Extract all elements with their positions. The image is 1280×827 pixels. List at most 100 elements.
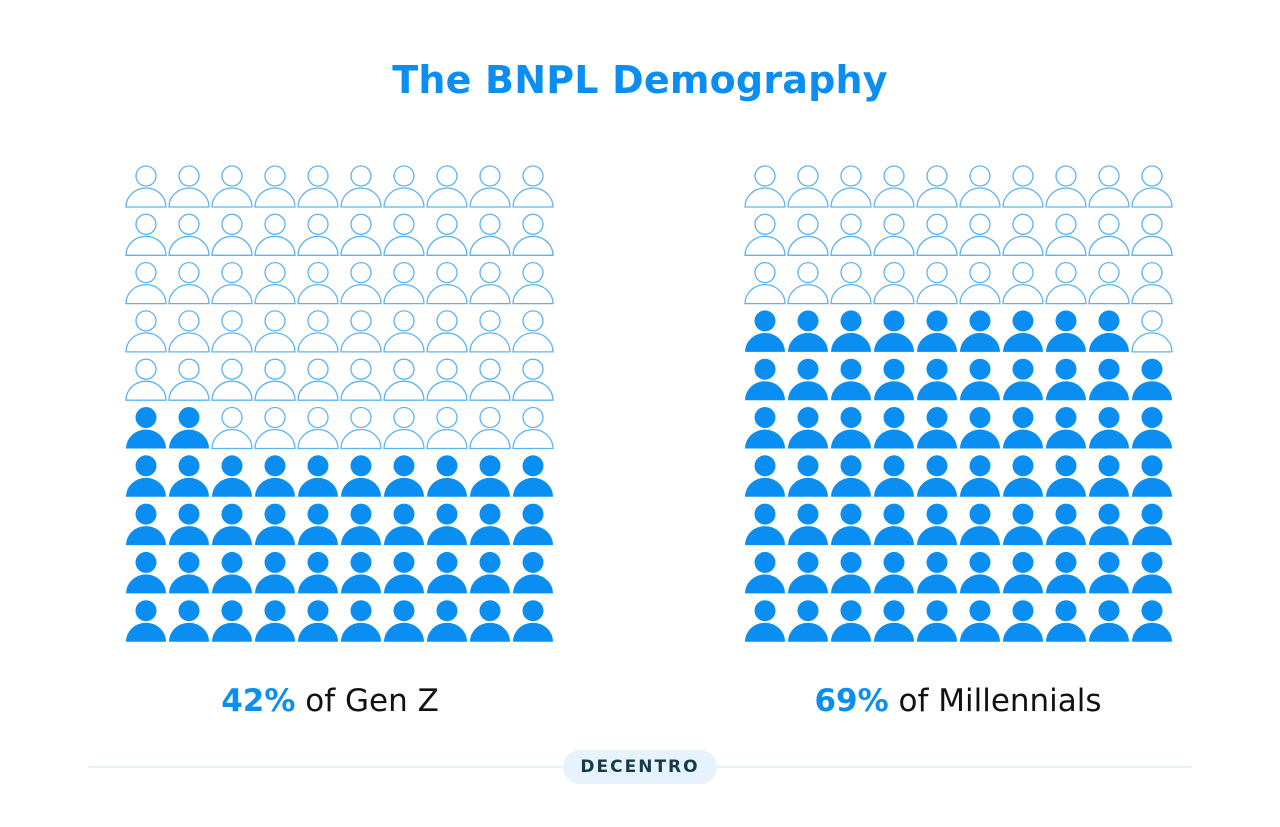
person-icon-filled	[298, 551, 338, 594]
person-icon-outline	[168, 261, 210, 305]
person-icon-outline	[211, 261, 253, 305]
person-icon-filled	[874, 455, 914, 497]
person-icon-outline	[168, 310, 210, 353]
person-icon-filled	[1089, 551, 1129, 594]
millennials-percent: 69%	[814, 683, 889, 719]
person-icon-filled	[513, 551, 553, 594]
person-icon-filled	[1046, 358, 1086, 401]
person-icon-outline	[959, 261, 1001, 305]
person-icon-filled	[917, 407, 957, 449]
person-icon-filled	[1003, 310, 1043, 352]
person-icon-filled	[169, 551, 209, 594]
millennials-label: of Millennials	[888, 683, 1102, 719]
person-icon-filled	[169, 503, 209, 546]
person-icon-outline	[168, 165, 210, 208]
person-icon-filled	[1046, 407, 1086, 449]
person-icon-filled	[341, 503, 381, 546]
person-icon-filled	[745, 600, 785, 642]
person-icon-outline	[168, 213, 210, 256]
person-icon-outline	[787, 261, 829, 305]
person-icon-outline	[873, 165, 915, 208]
person-icon-filled	[788, 503, 828, 546]
person-icon-outline	[254, 213, 296, 256]
person-icon-outline	[383, 310, 425, 353]
person-icon-filled	[1046, 503, 1086, 546]
person-icon-outline	[297, 261, 339, 305]
person-icon-filled	[126, 455, 166, 497]
decentro-logo: DECENTRO	[563, 750, 717, 784]
person-icon-filled	[255, 551, 295, 594]
person-icon-filled	[788, 455, 828, 497]
person-icon-filled	[1003, 551, 1043, 594]
person-icon-filled	[917, 600, 957, 642]
person-icon-filled	[1132, 455, 1172, 497]
person-icon-filled	[1003, 600, 1043, 642]
person-icon-filled	[831, 600, 871, 642]
person-icon-filled	[1132, 551, 1172, 594]
person-icon-filled	[212, 551, 252, 594]
person-icon-filled	[831, 551, 871, 594]
person-icon-outline	[1002, 165, 1044, 208]
millennials-pictogram	[744, 165, 1173, 642]
person-icon-outline	[426, 165, 468, 208]
person-icon-filled	[960, 551, 1000, 594]
person-icon-outline	[383, 406, 425, 450]
person-icon-outline	[469, 165, 511, 208]
person-icon-filled	[1089, 310, 1129, 352]
person-icon-filled	[831, 310, 871, 352]
person-icon-outline	[512, 310, 554, 353]
person-icon-outline	[340, 406, 382, 450]
person-icon-filled	[917, 310, 957, 352]
person-icon-filled	[917, 455, 957, 497]
person-icon-outline	[1131, 165, 1173, 208]
person-icon-outline	[297, 213, 339, 256]
person-icon-outline	[340, 358, 382, 401]
person-icon-filled	[1089, 358, 1129, 401]
person-icon-filled	[1132, 600, 1172, 642]
person-icon-outline	[211, 213, 253, 256]
person-icon-filled	[212, 600, 252, 642]
person-icon-outline	[830, 261, 872, 305]
person-icon-outline	[340, 261, 382, 305]
person-icon-outline	[340, 165, 382, 208]
person-icon-filled	[1046, 310, 1086, 352]
person-icon-filled	[745, 455, 785, 497]
person-icon-outline	[340, 310, 382, 353]
person-icon-outline	[211, 358, 253, 401]
person-icon-filled	[470, 455, 510, 497]
person-icon-filled	[788, 310, 828, 352]
person-icon-outline	[297, 358, 339, 401]
person-icon-filled	[169, 600, 209, 642]
millennials-caption: 69% of Millennials	[638, 683, 1278, 719]
person-icon-filled	[960, 358, 1000, 401]
person-icon-filled	[788, 600, 828, 642]
person-icon-outline	[254, 406, 296, 450]
person-icon-outline	[211, 406, 253, 450]
person-icon-filled	[255, 455, 295, 497]
person-icon-outline	[469, 406, 511, 450]
person-icon-outline	[426, 213, 468, 256]
person-icon-filled	[341, 600, 381, 642]
person-icon-filled	[1132, 358, 1172, 401]
person-icon-outline	[916, 261, 958, 305]
person-icon-outline	[254, 165, 296, 208]
person-icon-outline	[125, 310, 167, 353]
person-icon-outline	[125, 165, 167, 208]
person-icon-outline	[383, 213, 425, 256]
person-icon-filled	[1003, 407, 1043, 449]
person-icon-outline	[1088, 213, 1130, 256]
person-icon-filled	[427, 600, 467, 642]
person-icon-outline	[512, 406, 554, 450]
person-icon-outline	[512, 261, 554, 305]
person-icon-filled	[341, 551, 381, 594]
person-icon-outline	[744, 165, 786, 208]
person-icon-filled	[1003, 358, 1043, 401]
person-icon-filled	[745, 503, 785, 546]
person-icon-outline	[1002, 261, 1044, 305]
person-icon-outline	[744, 213, 786, 256]
person-icon-filled	[874, 551, 914, 594]
person-icon-outline	[1002, 213, 1044, 256]
person-icon-filled	[341, 455, 381, 497]
person-icon-outline	[297, 310, 339, 353]
person-icon-outline	[211, 165, 253, 208]
